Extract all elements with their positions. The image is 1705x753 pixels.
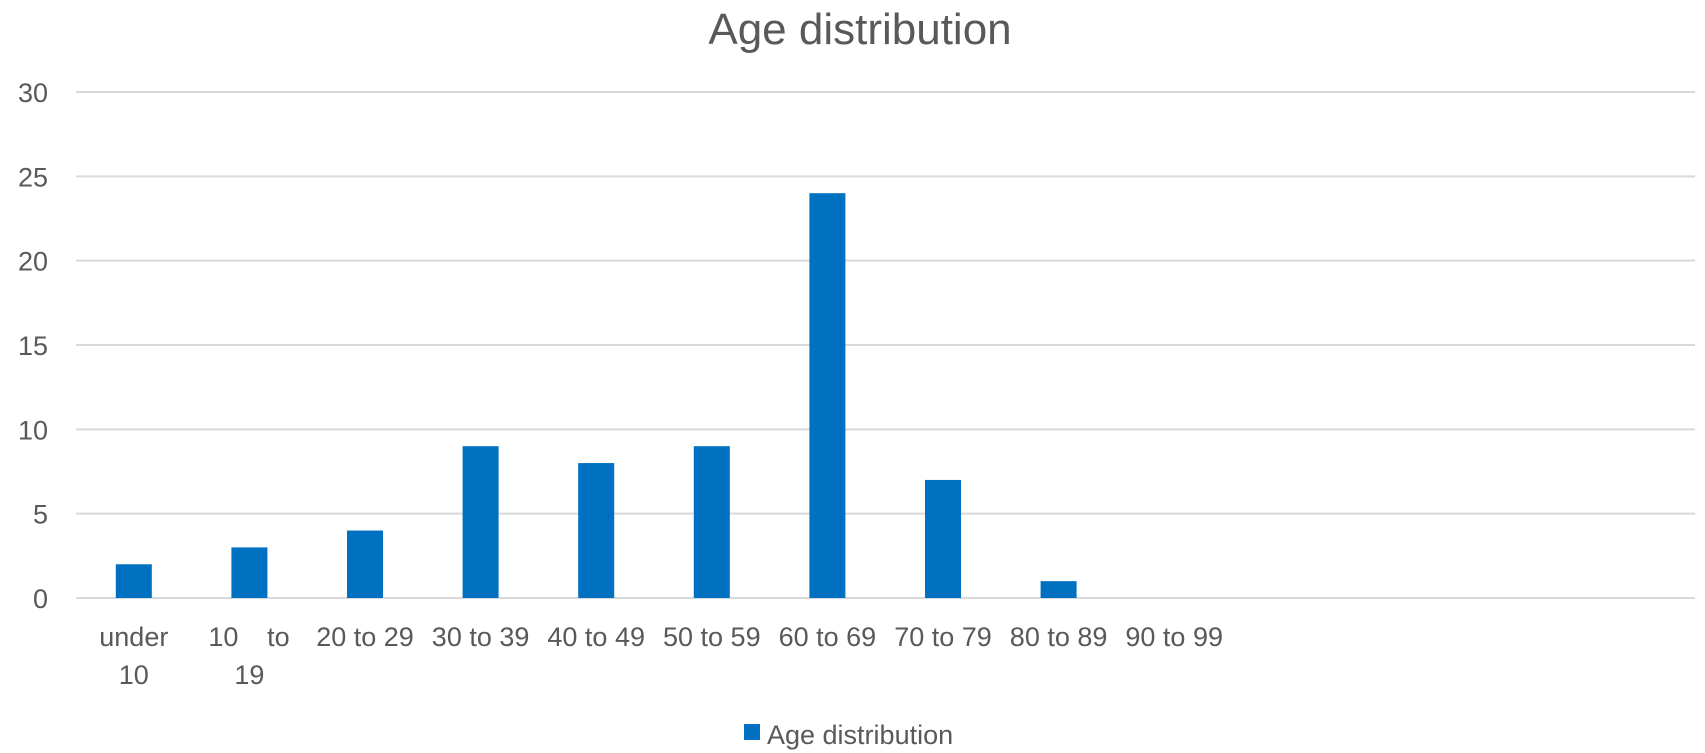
x-tick-label: 60 to 69 xyxy=(779,622,877,652)
bar xyxy=(809,193,846,598)
bar xyxy=(347,530,383,598)
x-tick-label: 40 to 49 xyxy=(547,622,645,652)
gridlines xyxy=(76,91,1695,599)
bar xyxy=(1040,581,1077,598)
bar xyxy=(578,463,615,598)
legend-label: Age distribution xyxy=(767,720,953,750)
y-tick-label: 20 xyxy=(18,247,48,277)
bar xyxy=(231,547,268,598)
y-tick-label: 25 xyxy=(18,162,48,192)
x-tick-label: 90 to 99 xyxy=(1125,622,1223,652)
x-tick-label: under xyxy=(99,622,168,652)
y-tick-label: 0 xyxy=(33,584,48,614)
chart-title: Age distribution xyxy=(708,5,1011,54)
legend-swatch xyxy=(744,724,760,740)
y-tick-label: 30 xyxy=(18,78,48,108)
x-tick-label: 10 xyxy=(208,622,238,652)
y-axis-tick-labels: 0 5 10 15 20 25 30 xyxy=(18,78,48,614)
x-tick-label: 80 to 89 xyxy=(1010,622,1108,652)
x-tick-label: 70 to 79 xyxy=(894,622,992,652)
y-tick-label: 15 xyxy=(18,331,48,361)
bar xyxy=(925,479,961,598)
x-tick-label: to xyxy=(267,622,290,652)
y-tick-label: 5 xyxy=(33,500,48,530)
bar xyxy=(115,564,152,598)
x-tick-label: 30 to 39 xyxy=(432,622,530,652)
bar xyxy=(462,446,499,598)
bars xyxy=(115,193,1077,598)
y-tick-label: 10 xyxy=(18,415,48,445)
x-tick-label: 19 xyxy=(234,660,264,690)
x-tick-label: 10 xyxy=(119,660,149,690)
bar xyxy=(693,446,730,598)
x-tick-label: 50 to 59 xyxy=(663,622,761,652)
legend: Age distribution xyxy=(744,720,953,750)
x-tick-label: 20 to 29 xyxy=(316,622,414,652)
